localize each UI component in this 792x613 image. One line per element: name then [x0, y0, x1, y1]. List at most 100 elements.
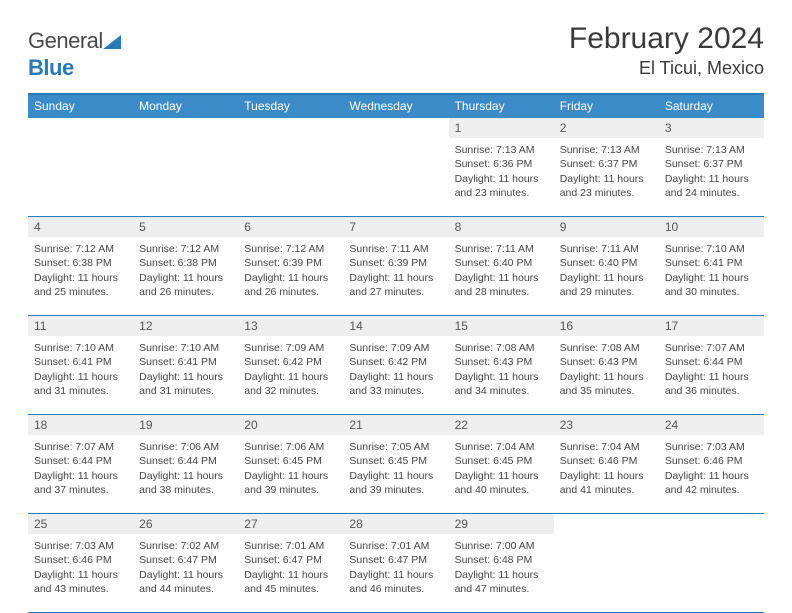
week-row: Sunrise: 7:07 AMSunset: 6:44 PM Daylight:… — [28, 435, 764, 514]
day-info: Sunrise: 7:07 AMSunset: 6:44 PMDaylight:… — [34, 440, 127, 497]
sunrise-line: Sunrise: 7:09 AM — [244, 341, 337, 355]
day-info: Sunrise: 7:02 AMSunset: 6:47 PMDaylight:… — [139, 539, 232, 596]
day-cell: Sunrise: 7:13 AMSunset: 6:36 PMDaylight:… — [449, 138, 554, 216]
daylight-line: Daylight: 11 hours and 46 minutes. — [349, 568, 442, 596]
sunrise-line: Sunrise: 7:11 AM — [349, 242, 442, 256]
sunset-line: Sunset: 6:41 PM — [139, 355, 232, 369]
daylight-line: Daylight: 11 hours and 23 minutes. — [455, 172, 548, 200]
daylight-line: Daylight: 11 hours and 31 minutes. — [139, 370, 232, 398]
sunset-line: Sunset: 6:48 PM — [455, 553, 548, 567]
day-number — [554, 514, 659, 534]
day-info: Sunrise: 7:10 AMSunset: 6:41 PMDaylight:… — [139, 341, 232, 398]
day-cell: Sunrise: 7:06 AMSunset: 6:44 PMDaylight:… — [133, 435, 238, 513]
day-number: 17 — [659, 316, 764, 336]
sunrise-line: Sunrise: 7:10 AM — [34, 341, 127, 355]
day-cell: Sunrise: 7:12 AMSunset: 6:38 PMDaylight:… — [28, 237, 133, 315]
day-info: Sunrise: 7:12 AMSunset: 6:38 PMDaylight:… — [34, 242, 127, 299]
sunset-line: Sunset: 6:37 PM — [665, 157, 758, 171]
day-info: Sunrise: 7:06 AMSunset: 6:45 PMDaylight:… — [244, 440, 337, 497]
day-cell: Sunrise: 7:06 AMSunset: 6:45 PMDaylight:… — [238, 435, 343, 513]
day-cell: Sunrise: 7:04 AMSunset: 6:46 PMDaylight:… — [554, 435, 659, 513]
sunset-line: Sunset: 6:44 PM — [34, 454, 127, 468]
sunrise-line: Sunrise: 7:04 AM — [560, 440, 653, 454]
day-number: 3 — [659, 118, 764, 138]
day-number — [28, 118, 133, 138]
day-cell: Sunrise: 7:07 AMSunset: 6:44 PMDaylight:… — [28, 435, 133, 513]
logo-text: GeneralBlue — [28, 28, 121, 81]
day-info: Sunrise: 7:13 AMSunset: 6:36 PMDaylight:… — [455, 143, 548, 200]
daylight-line: Daylight: 11 hours and 42 minutes. — [665, 469, 758, 497]
day-number: 25 — [28, 514, 133, 534]
day-number: 11 — [28, 316, 133, 336]
day-number: 27 — [238, 514, 343, 534]
dow-label: Sunday — [28, 95, 133, 118]
day-info: Sunrise: 7:11 AMSunset: 6:39 PMDaylight:… — [349, 242, 442, 299]
daynum-row: 123 — [28, 118, 764, 138]
day-info: Sunrise: 7:12 AMSunset: 6:38 PMDaylight:… — [139, 242, 232, 299]
day-cell — [554, 534, 659, 612]
daylight-line: Daylight: 11 hours and 39 minutes. — [349, 469, 442, 497]
day-number: 5 — [133, 217, 238, 237]
day-number: 1 — [449, 118, 554, 138]
sunrise-line: Sunrise: 7:13 AM — [455, 143, 548, 157]
sunset-line: Sunset: 6:41 PM — [34, 355, 127, 369]
day-info: Sunrise: 7:01 AMSunset: 6:47 PMDaylight:… — [244, 539, 337, 596]
day-number: 21 — [343, 415, 448, 435]
logo: GeneralBlue — [28, 22, 121, 81]
sunrise-line: Sunrise: 7:03 AM — [34, 539, 127, 553]
day-info: Sunrise: 7:13 AMSunset: 6:37 PMDaylight:… — [560, 143, 653, 200]
day-cell: Sunrise: 7:10 AMSunset: 6:41 PMDaylight:… — [133, 336, 238, 414]
dow-label: Tuesday — [238, 95, 343, 118]
day-number: 19 — [133, 415, 238, 435]
sunset-line: Sunset: 6:44 PM — [665, 355, 758, 369]
day-number: 18 — [28, 415, 133, 435]
daynum-row: 45678910 — [28, 217, 764, 237]
daylight-line: Daylight: 11 hours and 29 minutes. — [560, 271, 653, 299]
daylight-line: Daylight: 11 hours and 23 minutes. — [560, 172, 653, 200]
daylight-line: Daylight: 11 hours and 47 minutes. — [455, 568, 548, 596]
dow-label: Monday — [133, 95, 238, 118]
day-number: 10 — [659, 217, 764, 237]
day-number: 22 — [449, 415, 554, 435]
daylight-line: Daylight: 11 hours and 36 minutes. — [665, 370, 758, 398]
day-cell: Sunrise: 7:13 AMSunset: 6:37 PMDaylight:… — [659, 138, 764, 216]
sunset-line: Sunset: 6:43 PM — [455, 355, 548, 369]
daylight-line: Daylight: 11 hours and 38 minutes. — [139, 469, 232, 497]
daylight-line: Daylight: 11 hours and 45 minutes. — [244, 568, 337, 596]
day-cell: Sunrise: 7:12 AMSunset: 6:39 PMDaylight:… — [238, 237, 343, 315]
day-number: 20 — [238, 415, 343, 435]
location-label: El Ticui, Mexico — [569, 58, 764, 79]
day-cell: Sunrise: 7:11 AMSunset: 6:40 PMDaylight:… — [554, 237, 659, 315]
daylight-line: Daylight: 11 hours and 25 minutes. — [34, 271, 127, 299]
sunset-line: Sunset: 6:45 PM — [455, 454, 548, 468]
daylight-line: Daylight: 11 hours and 27 minutes. — [349, 271, 442, 299]
day-cell: Sunrise: 7:01 AMSunset: 6:47 PMDaylight:… — [238, 534, 343, 612]
daylight-line: Daylight: 11 hours and 26 minutes. — [139, 271, 232, 299]
daylight-line: Daylight: 11 hours and 44 minutes. — [139, 568, 232, 596]
day-info: Sunrise: 7:09 AMSunset: 6:42 PMDaylight:… — [349, 341, 442, 398]
day-number: 24 — [659, 415, 764, 435]
sunset-line: Sunset: 6:38 PM — [34, 256, 127, 270]
sunrise-line: Sunrise: 7:09 AM — [349, 341, 442, 355]
dow-label: Wednesday — [343, 95, 448, 118]
day-cell: Sunrise: 7:11 AMSunset: 6:39 PMDaylight:… — [343, 237, 448, 315]
sunset-line: Sunset: 6:42 PM — [349, 355, 442, 369]
daylight-line: Daylight: 11 hours and 39 minutes. — [244, 469, 337, 497]
sunset-line: Sunset: 6:47 PM — [244, 553, 337, 567]
sunrise-line: Sunrise: 7:07 AM — [34, 440, 127, 454]
day-cell: Sunrise: 7:13 AMSunset: 6:37 PMDaylight:… — [554, 138, 659, 216]
day-number: 7 — [343, 217, 448, 237]
day-info: Sunrise: 7:09 AMSunset: 6:42 PMDaylight:… — [244, 341, 337, 398]
daylight-line: Daylight: 11 hours and 35 minutes. — [560, 370, 653, 398]
day-info: Sunrise: 7:11 AMSunset: 6:40 PMDaylight:… — [560, 242, 653, 299]
day-number: 15 — [449, 316, 554, 336]
day-number: 23 — [554, 415, 659, 435]
sunrise-line: Sunrise: 7:10 AM — [665, 242, 758, 256]
logo-triangle-icon — [103, 29, 121, 55]
day-cell: Sunrise: 7:02 AMSunset: 6:47 PMDaylight:… — [133, 534, 238, 612]
sunset-line: Sunset: 6:45 PM — [244, 454, 337, 468]
day-number — [238, 118, 343, 138]
day-info: Sunrise: 7:04 AMSunset: 6:46 PMDaylight:… — [560, 440, 653, 497]
sunrise-line: Sunrise: 7:03 AM — [665, 440, 758, 454]
logo-part2: Blue — [28, 55, 74, 80]
